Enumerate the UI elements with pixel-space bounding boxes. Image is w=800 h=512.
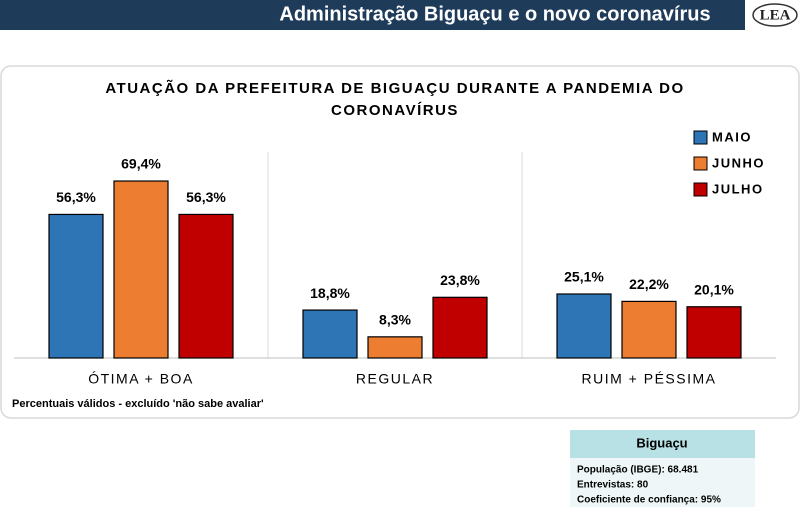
data-label: 18,8% [310, 285, 350, 301]
data-label: 25,1% [564, 269, 604, 285]
chart-title: ATUAÇÃO DA PREFEITURA DE BIGUAÇU DURANTE… [105, 79, 684, 97]
bar [556, 293, 612, 359]
bar [367, 336, 423, 359]
header-bar [0, 0, 745, 30]
bar [621, 300, 677, 359]
data-label: 23,8% [440, 272, 480, 288]
note: Percentuais válidos - excluído 'não sabe… [12, 398, 264, 410]
info-line: Entrevistas: 80 [577, 480, 649, 491]
legend-swatch [693, 182, 708, 197]
bar [686, 306, 742, 359]
bar [113, 180, 169, 359]
header-title: Administração Biguaçu e o novo coronavír… [279, 3, 710, 25]
data-label: 8,3% [379, 312, 411, 328]
legend-swatch [693, 130, 708, 145]
bar [302, 309, 358, 359]
info-line: População (IBGE): 68.481 [577, 465, 699, 476]
x-tick-label: ÓTIMA + BOA [88, 371, 194, 387]
legend-label: MAIO [712, 129, 752, 144]
data-label: 56,3% [56, 189, 96, 205]
info-line: Coeficiente de confiança: 95% [577, 495, 721, 506]
data-label: 20,1% [694, 281, 734, 297]
logo: LEA [760, 7, 791, 23]
bar [178, 213, 234, 359]
data-label: 56,3% [186, 189, 226, 205]
logo-ring [752, 3, 798, 27]
info-title: Biguaçu [636, 435, 687, 450]
data-label: 69,4% [121, 156, 161, 172]
info-header [570, 430, 755, 458]
bar [48, 213, 104, 359]
legend-label: JULHO [712, 181, 764, 196]
bar [432, 296, 488, 359]
chart-title: CORONAVÍRUS [331, 102, 459, 119]
data-label: 22,2% [629, 276, 669, 292]
x-tick-label: REGULAR [356, 371, 434, 387]
x-tick-label: RUIM + PÉSSIMA [582, 371, 717, 387]
legend-label: JUNHO [712, 155, 765, 170]
info-body [570, 458, 755, 507]
legend-swatch [693, 156, 708, 171]
